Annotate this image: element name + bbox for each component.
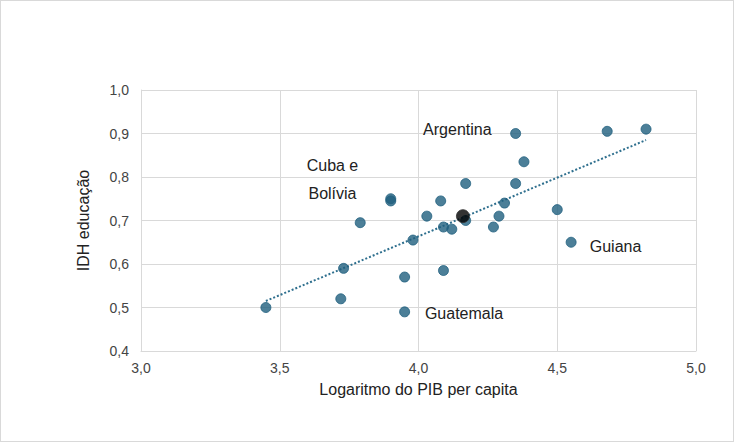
svg-text:5,0: 5,0 — [686, 360, 706, 376]
svg-text:Guiana: Guiana — [590, 238, 642, 255]
svg-text:Logaritmo do PIB per capita: Logaritmo do PIB per capita — [319, 381, 517, 398]
svg-text:4,0: 4,0 — [409, 360, 429, 376]
svg-text:0,4: 0,4 — [110, 343, 130, 359]
svg-text:0,7: 0,7 — [110, 213, 130, 229]
svg-text:4,5: 4,5 — [548, 360, 568, 376]
svg-text:Argentina: Argentina — [423, 121, 492, 138]
svg-text:0,9: 0,9 — [110, 126, 130, 142]
svg-text:0,5: 0,5 — [110, 300, 130, 316]
svg-text:IDH educação: IDH educação — [75, 170, 92, 271]
svg-text:Bolívia: Bolívia — [308, 185, 356, 202]
svg-text:0,6: 0,6 — [110, 256, 130, 272]
svg-text:3,5: 3,5 — [270, 360, 290, 376]
svg-text:3,0: 3,0 — [131, 360, 151, 376]
svg-text:1,0: 1,0 — [110, 82, 130, 98]
svg-text:Guatemala: Guatemala — [425, 305, 503, 322]
svg-text:0,8: 0,8 — [110, 169, 130, 185]
svg-text:Cuba e: Cuba e — [307, 157, 359, 174]
